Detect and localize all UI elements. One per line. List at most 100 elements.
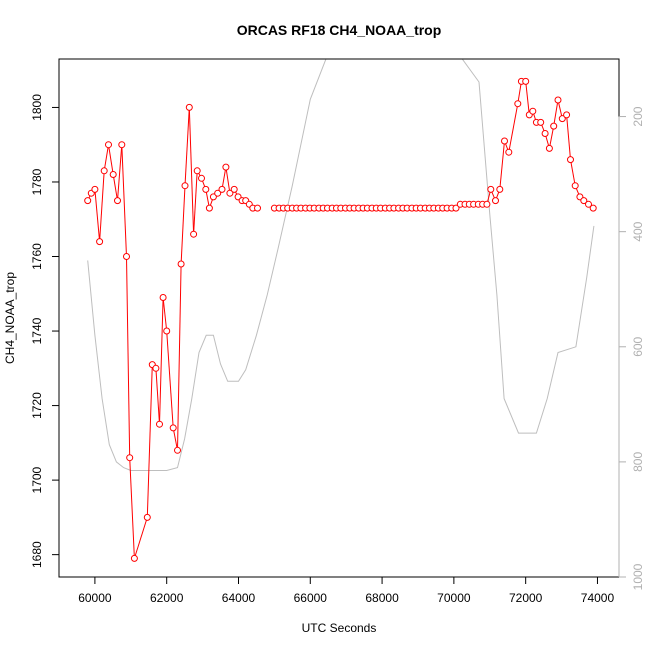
right-axis: 200 400 600 800 1000 <box>618 106 645 590</box>
right-tick-label: 600 <box>631 336 645 356</box>
ch4-point <box>571 182 579 190</box>
ch4-point <box>501 137 508 145</box>
ch4-segment <box>499 140 505 190</box>
ch4-point <box>118 141 126 149</box>
ch4-segment <box>108 144 114 175</box>
ch4-point <box>169 424 177 432</box>
ch4-point <box>554 96 562 104</box>
ch4-point <box>152 364 160 372</box>
x-tick-label: 60000 <box>78 591 112 605</box>
ch4-point <box>190 230 198 238</box>
x-tick-label: 66000 <box>294 591 328 605</box>
ch4-segment <box>177 263 182 451</box>
ch4-point <box>114 197 121 205</box>
y-axis-label: CH4_NOAA_trop <box>3 272 17 364</box>
ch4-point <box>529 107 537 115</box>
y-tick-label: 1740 <box>30 317 44 344</box>
ch4-point <box>185 103 193 111</box>
ch4-segment <box>508 103 519 153</box>
ch4-point <box>84 197 92 205</box>
ch4-segment <box>133 517 148 559</box>
right-tick-label: 200 <box>631 106 645 126</box>
ch4-point <box>209 193 217 201</box>
ch4-point <box>541 130 549 137</box>
y-tick-label: 1780 <box>30 168 44 195</box>
ch4-point <box>96 238 104 246</box>
ch4-point <box>123 253 130 260</box>
ch4-point <box>174 446 181 454</box>
ch4-segment <box>548 126 555 149</box>
ch4-point <box>126 454 134 462</box>
ch4-point <box>100 167 108 175</box>
ch4-point <box>193 167 201 175</box>
ch4-segment <box>184 107 190 186</box>
chart-title: ORCAS RF18 CH4_NOAA_trop <box>237 22 442 38</box>
ch4-point <box>177 260 185 268</box>
ch4-segment <box>188 107 195 235</box>
ch4-segment <box>162 297 168 332</box>
ch4-point <box>222 163 230 171</box>
ch4-point <box>130 554 138 562</box>
ch4-point <box>537 118 545 126</box>
ch4-point <box>589 204 597 212</box>
ch4-point <box>505 148 513 156</box>
ch4-segment <box>172 427 178 451</box>
ch4-segment <box>570 159 576 186</box>
ch4-series <box>84 77 597 562</box>
ch4-point <box>514 100 522 108</box>
ch4-point <box>492 197 499 205</box>
ch4-segment <box>517 81 522 104</box>
right-tick-label: 1000 <box>631 563 645 590</box>
ch4-segment <box>553 99 559 127</box>
y-tick-label: 1680 <box>30 541 44 568</box>
ch4-segment <box>121 144 127 257</box>
ch4-segment <box>126 256 131 458</box>
ch4-segment <box>99 170 105 242</box>
x-tick-label: 74000 <box>581 591 615 605</box>
ch4-point <box>143 513 151 521</box>
x-axis: 60000 62000 64000 66000 68000 70000 72000 74000 <box>78 576 615 605</box>
ch4-segment <box>117 144 123 201</box>
ch4-segment <box>112 174 118 201</box>
x-tick-label: 68000 <box>365 591 399 605</box>
ch4-segment <box>129 457 135 559</box>
plot-frame <box>58 58 620 578</box>
ch4-point <box>91 185 99 193</box>
ch4-segment <box>166 330 174 428</box>
ch4-point <box>181 182 189 190</box>
right-tick-label: 400 <box>631 221 645 241</box>
ch4-point <box>545 144 553 152</box>
x-axis-label: UTC Seconds <box>302 621 377 635</box>
ch4-point <box>254 204 261 212</box>
ch4-segment <box>525 81 530 115</box>
ch4-point <box>214 189 222 197</box>
ch4-point <box>230 185 238 193</box>
ch4-segment <box>103 144 109 171</box>
ch4-segment <box>221 167 227 190</box>
ch4-segment <box>225 167 231 194</box>
y-tick-label: 1700 <box>30 466 44 493</box>
ch4-segment <box>180 185 186 265</box>
pressure-line <box>87 59 595 471</box>
ch4-point <box>550 122 558 130</box>
ch4-point <box>202 185 210 193</box>
ch4-point <box>487 185 495 193</box>
ch4-point <box>452 204 460 212</box>
right-tick-label: 800 <box>631 452 645 472</box>
ch4-point <box>205 204 213 212</box>
ch4-point <box>163 327 171 335</box>
ch4-point <box>198 174 205 182</box>
ch4-point <box>226 189 234 197</box>
ch4-point <box>567 156 574 164</box>
ch4-point <box>496 185 504 193</box>
y-tick-label: 1800 <box>30 94 44 121</box>
x-tick-label: 70000 <box>437 591 471 605</box>
x-tick-label: 72000 <box>509 591 543 605</box>
ch4-segment <box>94 189 101 242</box>
ch4-point <box>218 185 226 193</box>
ch4-segment <box>146 364 153 518</box>
y-axis: 1680 1700 1720 1740 1760 1780 1800 <box>30 94 60 568</box>
ch4-point <box>563 111 571 119</box>
ch4-point <box>585 200 592 208</box>
